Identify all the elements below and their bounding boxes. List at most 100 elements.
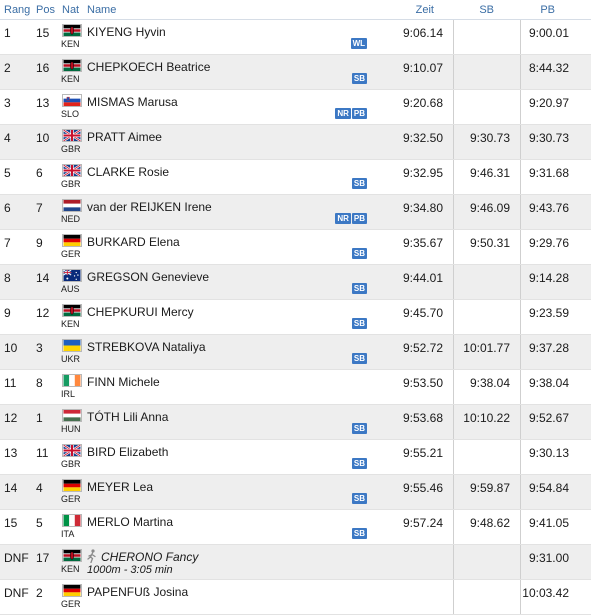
athlete-name[interactable]: CHEPKOECH Beatrice	[87, 60, 211, 74]
header-sb[interactable]: SB	[479, 4, 494, 16]
season-best: 9:38.04	[469, 376, 510, 390]
personal-best: 8:44.32	[528, 61, 569, 75]
record-badges: SB	[351, 318, 367, 329]
result-time: 9:55.21	[402, 446, 443, 460]
result-time: 9:32.50	[402, 131, 443, 145]
table-row: DNF 17 KEN CHERONO Fancy 1000m - 3:05 min 9:3…	[0, 545, 591, 580]
start-position: 10	[36, 131, 50, 145]
nation-code: KEN	[61, 319, 80, 329]
result-time: 9:06.14	[402, 26, 443, 40]
flag-slo-icon	[62, 94, 82, 108]
season-best: 9:59.87	[469, 481, 510, 495]
column-divider	[520, 230, 521, 264]
record-badge: WL	[350, 38, 367, 49]
athlete-name[interactable]: BIRD Elizabeth	[87, 445, 169, 459]
athlete-name[interactable]: STREBKOVA Nataliya	[87, 340, 206, 354]
record-badges: WL	[350, 38, 367, 49]
nation-code: HUN	[61, 424, 81, 434]
column-divider	[520, 370, 521, 404]
personal-best: 9:31.68	[528, 166, 569, 180]
athlete-name[interactable]: PAPENFUß Josina	[87, 585, 189, 599]
table-header: Rang Pos Nat Name Zeit SB PB	[0, 0, 591, 20]
season-best: 9:50.31	[469, 236, 510, 250]
athlete-name[interactable]: TÓTH Lili Anna	[87, 410, 169, 424]
rank: 6	[4, 201, 11, 215]
athlete-name[interactable]: CHERONO Fancy	[101, 550, 199, 564]
athlete-name[interactable]: PRATT Aimee	[87, 130, 162, 144]
athlete-name[interactable]: CHEPKURUI Mercy	[87, 305, 194, 319]
personal-best: 9:29.76	[528, 236, 569, 250]
start-position: 12	[36, 306, 50, 320]
rank: 12	[4, 411, 18, 425]
column-divider	[520, 580, 521, 614]
rank: 1	[4, 26, 11, 40]
header-rang[interactable]: Rang	[4, 4, 31, 16]
athlete-name[interactable]: van der REIJKEN Irene	[87, 200, 212, 214]
record-badge: SB	[351, 248, 367, 259]
season-best: 10:01.77	[463, 341, 510, 355]
column-divider	[520, 510, 521, 544]
athlete-name[interactable]: GREGSON Genevieve	[87, 270, 210, 284]
record-badge: SB	[351, 318, 367, 329]
table-row: 14 4 GER MEYER Lea SB 9:55.46 9:59.87 9:54.84	[0, 475, 591, 510]
flag-aus-icon	[62, 269, 82, 283]
flag-ger-icon	[62, 234, 82, 248]
column-divider	[520, 125, 521, 159]
flag-ukr-icon	[62, 339, 82, 353]
flag-gbr-icon	[62, 129, 82, 143]
flag-ken-icon	[62, 549, 82, 563]
header-nat[interactable]: Nat	[62, 4, 80, 16]
rank: 10	[4, 341, 18, 355]
rank: 8	[4, 271, 11, 285]
result-time: 9:34.80	[402, 201, 443, 215]
start-position: 13	[36, 96, 50, 110]
column-divider	[453, 195, 454, 229]
table-row: 5 6 GBR CLARKE Rosie SB 9:32.95 9:46.31 9:31.68	[0, 160, 591, 195]
column-divider	[520, 335, 521, 369]
rank: 2	[4, 61, 11, 75]
season-best: 10:10.22	[463, 411, 510, 425]
personal-best: 9:00.01	[528, 26, 569, 40]
athlete-name[interactable]: MERLO Martina	[87, 515, 174, 529]
result-time: 9:53.50	[402, 376, 443, 390]
athlete-name[interactable]: KIYENG Hyvin	[87, 25, 166, 39]
athlete-name[interactable]: FINN Michele	[87, 375, 160, 389]
personal-best: 10:03.42	[522, 586, 569, 600]
athlete-name[interactable]: MEYER Lea	[87, 480, 154, 494]
flag-ken-icon	[62, 304, 82, 318]
header-pos[interactable]: Pos	[36, 4, 55, 16]
athlete-name[interactable]: MISMAS Marusa	[87, 95, 178, 109]
result-time: 9:44.01	[402, 271, 443, 285]
header-zeit[interactable]: Zeit	[415, 4, 434, 16]
table-row: 12 1 HUN TÓTH Lili Anna SB 9:53.68 10:10.22 9:5…	[0, 405, 591, 440]
column-divider	[453, 580, 454, 614]
header-pb[interactable]: PB	[540, 4, 555, 16]
column-divider	[453, 405, 454, 439]
result-time: 9:35.67	[402, 236, 443, 250]
header-name[interactable]: Name	[87, 4, 117, 16]
flag-ken-icon	[62, 59, 82, 73]
flag-irl-icon	[62, 374, 82, 388]
athlete-name[interactable]: BURKARD Elena	[87, 235, 180, 249]
column-divider	[520, 475, 521, 509]
start-position: 6	[36, 166, 43, 180]
column-divider	[453, 475, 454, 509]
nation-code: KEN	[61, 74, 80, 84]
rank: DNF	[4, 551, 29, 565]
season-best: 9:30.73	[469, 131, 510, 145]
athlete-name[interactable]: CLARKE Rosie	[87, 165, 170, 179]
record-badge: NR	[335, 213, 351, 224]
record-badge: SB	[351, 283, 367, 294]
record-badge: SB	[351, 73, 367, 84]
start-position: 3	[36, 341, 43, 355]
start-position: 9	[36, 236, 43, 250]
record-badge: SB	[351, 458, 367, 469]
nation-code: GBR	[61, 144, 81, 154]
record-badges: SB	[351, 493, 367, 504]
start-position: 1	[36, 411, 43, 425]
rank: 7	[4, 236, 11, 250]
personal-best: 9:41.05	[528, 516, 569, 530]
column-divider	[453, 125, 454, 159]
table-row: 3 13 SLO MISMAS Marusa NR PB 9:20.68 9:20.97	[0, 90, 591, 125]
